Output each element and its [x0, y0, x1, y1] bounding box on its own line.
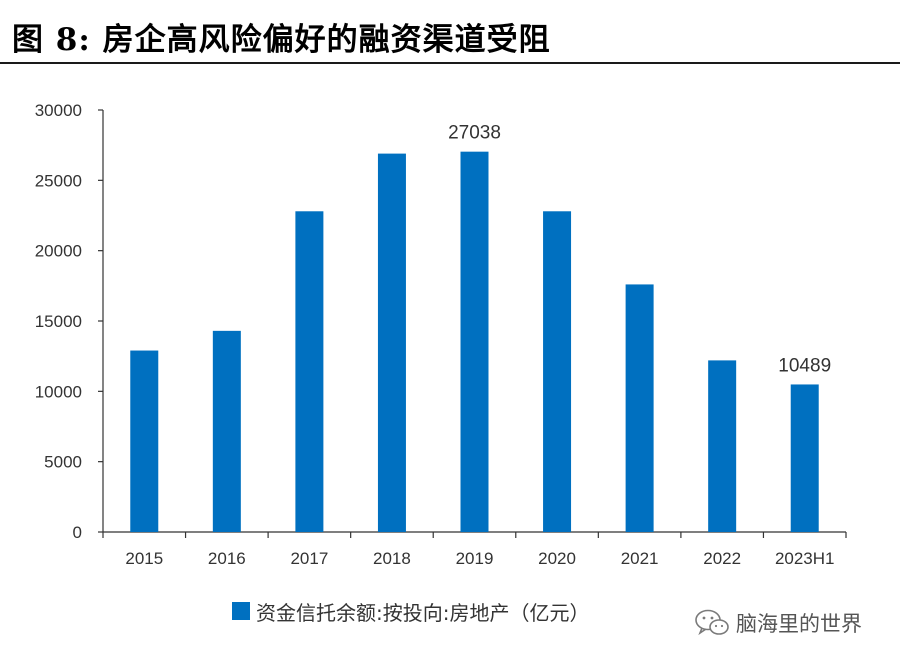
x-tick-label: 2022 [703, 549, 741, 568]
figure-title: 图 8: 房企高风险偏好的融资渠道受阻 [12, 22, 551, 58]
watermark: 脑海里的世界 [694, 606, 862, 640]
y-tick-label: 30000 [35, 101, 82, 120]
data-label: 10489 [778, 355, 831, 376]
y-tick-label: 25000 [35, 171, 82, 190]
bar-2015 [130, 350, 159, 532]
watermark-text: 脑海里的世界 [736, 612, 862, 636]
x-tick-label: 2017 [290, 549, 328, 568]
bar-2020 [543, 211, 572, 532]
legend: 资金信托余额:按投向:房地产（亿元） [232, 596, 589, 626]
y-tick-label: 5000 [44, 453, 82, 472]
x-tick-label: 2020 [538, 549, 576, 568]
bar-2017 [295, 211, 324, 532]
x-tick-label: 2015 [125, 549, 163, 568]
bar-2022 [708, 360, 737, 532]
legend-swatch [232, 602, 250, 620]
data-label: 27038 [448, 123, 501, 144]
y-tick-label: 10000 [35, 382, 82, 401]
bar-2019 [460, 151, 489, 532]
legend-label: 资金信托余额:按投向:房地产（亿元） [256, 600, 590, 625]
bar-2021 [625, 284, 654, 532]
y-tick-label: 0 [73, 523, 82, 542]
bar-2018 [377, 153, 406, 532]
x-tick-label: 2021 [621, 549, 659, 568]
x-tick-label: 2016 [208, 549, 246, 568]
y-tick-label: 15000 [35, 312, 82, 331]
wechat-icon [695, 609, 729, 636]
bar-2016 [212, 330, 241, 532]
x-tick-label: 2019 [456, 549, 494, 568]
y-tick-label: 20000 [35, 242, 82, 261]
header-bar: 图 8: 房企高风险偏好的融资渠道受阻 [0, 0, 900, 64]
x-tick-label: 2018 [373, 549, 411, 568]
x-tick-label: 2023H1 [775, 549, 835, 568]
bar-2023H1 [790, 384, 819, 532]
